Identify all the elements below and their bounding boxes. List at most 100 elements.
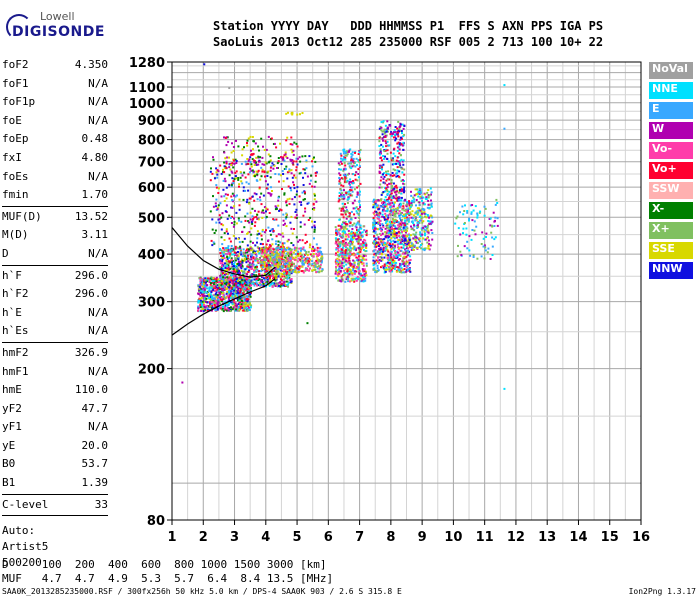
echo-point xyxy=(361,243,364,246)
echo-point xyxy=(375,203,378,206)
echo-point xyxy=(403,168,406,171)
echo-point xyxy=(316,267,319,270)
echo-point xyxy=(426,206,429,209)
echo-point xyxy=(342,150,345,153)
echo-point xyxy=(306,262,309,265)
echo-point xyxy=(342,152,345,155)
echo-point xyxy=(390,181,393,184)
echo-point xyxy=(220,292,223,295)
echo-point xyxy=(230,185,233,188)
echo-point xyxy=(340,195,343,198)
echo-point xyxy=(316,262,319,265)
echo-point xyxy=(241,277,244,280)
echo-point xyxy=(357,216,360,219)
echo-point xyxy=(277,224,280,227)
echo-point xyxy=(376,267,379,270)
echo-point xyxy=(262,194,265,197)
echo-point xyxy=(393,162,396,165)
echo-point xyxy=(245,250,247,252)
echo-point xyxy=(252,152,255,155)
echo-point xyxy=(380,126,383,129)
echo-point xyxy=(228,156,230,159)
echo-point xyxy=(231,177,234,180)
echo-point xyxy=(277,196,280,199)
echo-point xyxy=(228,281,231,284)
echo-point xyxy=(403,133,406,136)
echo-point xyxy=(260,234,263,237)
echo-point xyxy=(225,259,228,262)
echo-point xyxy=(404,249,407,252)
echo-point xyxy=(221,290,224,293)
echo-point xyxy=(258,149,260,152)
echo-point xyxy=(227,272,230,275)
echo-point xyxy=(353,245,356,248)
echo-point xyxy=(304,249,307,252)
echo-point xyxy=(342,169,345,172)
echo-point xyxy=(361,235,364,238)
echo-point xyxy=(381,202,383,204)
echo-point xyxy=(312,157,315,160)
echo-point xyxy=(349,238,352,241)
echo-point xyxy=(362,225,365,228)
echo-point xyxy=(391,270,394,273)
echo-point xyxy=(260,279,263,282)
echo-point xyxy=(239,278,242,281)
echo-point xyxy=(278,273,281,276)
echo-point xyxy=(347,262,350,265)
echo-point xyxy=(343,230,346,233)
echo-point xyxy=(347,193,350,196)
echo-point xyxy=(285,200,288,203)
echo-point xyxy=(201,300,204,303)
echo-point xyxy=(350,263,353,265)
echo-point xyxy=(384,235,387,238)
echo-point xyxy=(352,207,355,210)
echo-point xyxy=(231,206,234,209)
echo-point xyxy=(356,193,359,196)
echo-point xyxy=(261,168,264,171)
echo-point xyxy=(248,158,251,161)
echo-point xyxy=(220,298,222,301)
echo-point xyxy=(389,251,392,254)
echo-point xyxy=(270,266,272,269)
echo-point xyxy=(263,257,266,260)
echo-point xyxy=(361,259,364,262)
echo-point xyxy=(280,209,283,212)
echo-point xyxy=(311,263,314,265)
echo-point xyxy=(274,243,277,245)
echo-point xyxy=(267,240,269,242)
echo-point xyxy=(302,214,305,217)
echo-point xyxy=(343,242,345,245)
echo-point xyxy=(266,276,269,279)
echo-point xyxy=(223,200,226,202)
echo-point xyxy=(289,251,292,254)
echo-point xyxy=(350,270,353,273)
echo-point xyxy=(289,260,292,263)
echo-point xyxy=(262,211,265,214)
echo-point xyxy=(208,290,210,293)
echo-point xyxy=(354,178,357,181)
echo-point xyxy=(419,195,422,198)
echo-point xyxy=(280,156,283,159)
echo-point xyxy=(344,258,347,261)
echo-point xyxy=(247,189,250,192)
echo-point xyxy=(357,262,360,265)
echo-point xyxy=(218,221,221,224)
echo-point xyxy=(376,264,379,267)
echo-point xyxy=(350,277,353,280)
echo-point xyxy=(282,249,285,252)
echo-point xyxy=(309,267,311,270)
echo-point xyxy=(198,297,201,300)
echo-point xyxy=(280,163,283,165)
echo-point xyxy=(222,278,225,281)
echo-point xyxy=(294,211,297,213)
echo-point xyxy=(296,186,299,189)
echo-point xyxy=(298,239,301,242)
echo-point xyxy=(399,138,402,141)
echo-point xyxy=(249,265,251,268)
echo-point xyxy=(360,278,363,281)
x-tick-label: 7 xyxy=(355,530,364,545)
echo-point xyxy=(244,302,247,304)
echo-point xyxy=(338,191,341,194)
echo-point xyxy=(239,303,242,306)
echo-point xyxy=(389,151,392,154)
